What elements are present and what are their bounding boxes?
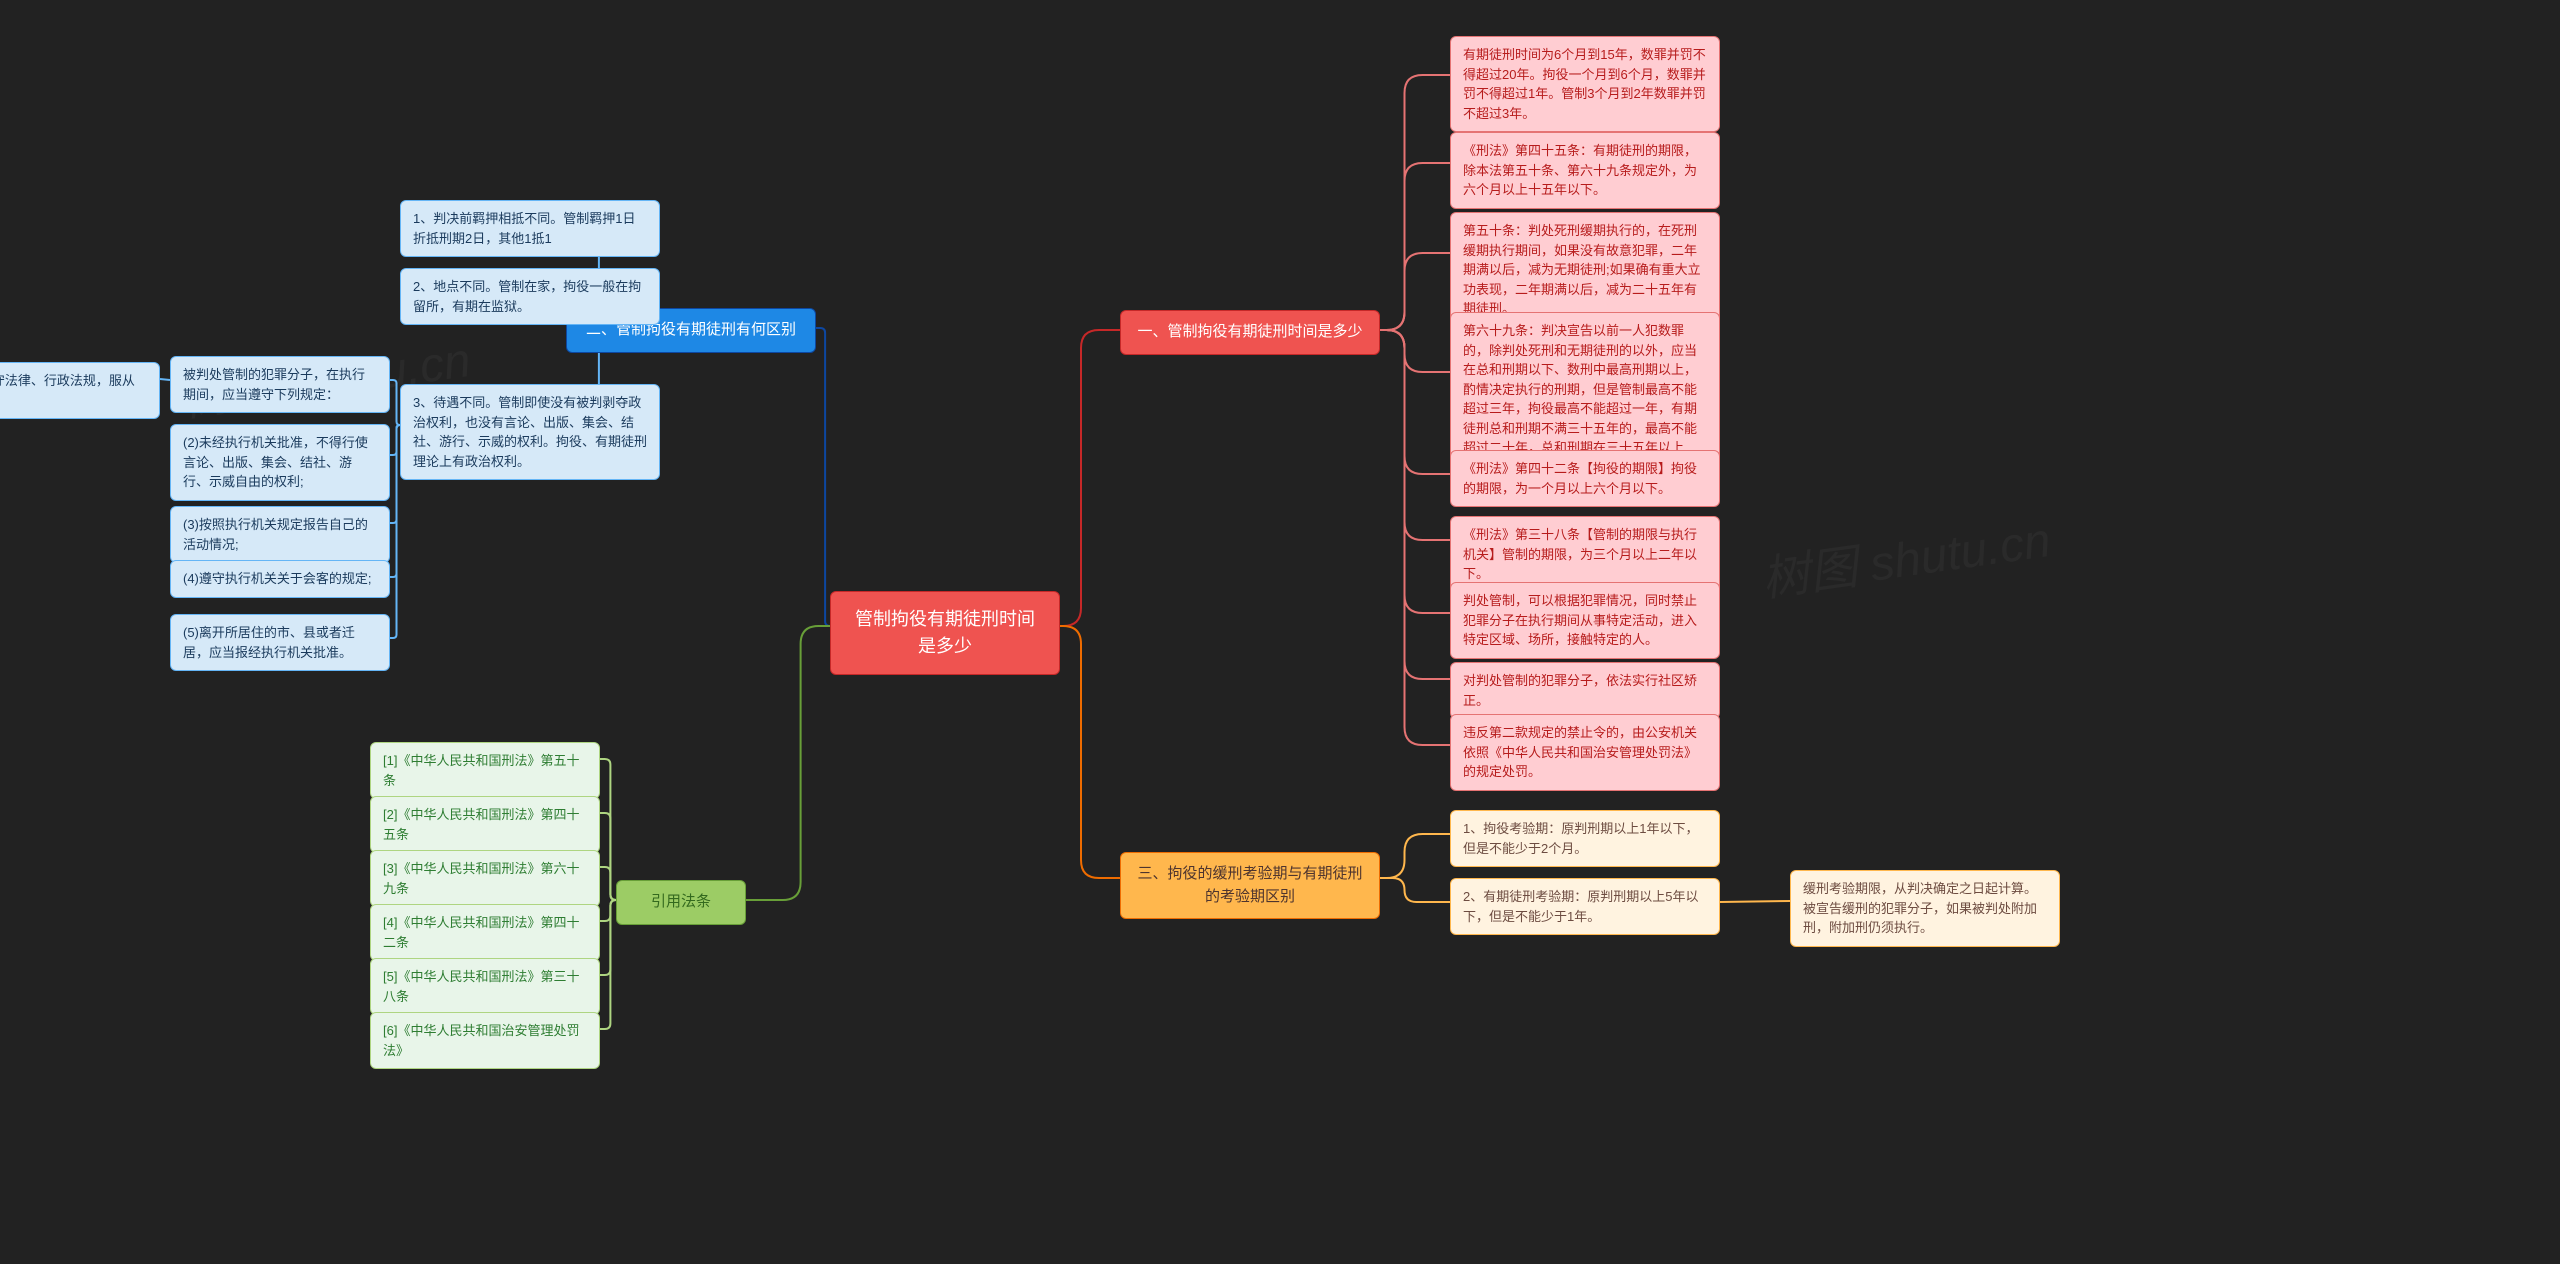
leaf: 对判处管制的犯罪分子，依法实行社区矫正。 (1450, 662, 1720, 719)
leaf: [4]《中华人民共和国刑法》第四十二条 (370, 904, 600, 961)
leaf: 缓刑考验期限，从判决确定之日起计算。被宣告缓刑的犯罪分子，如果被判处附加刑，附加… (1790, 870, 2060, 947)
leaf: 1、判决前羁押相抵不同。管制羁押1日折抵刑期2日，其他1抵1 (400, 200, 660, 257)
leaf: (5)离开所居住的市、县或者迁居，应当报经执行机关批准。 (170, 614, 390, 671)
leaf: (3)按照执行机关规定报告自己的活动情况; (170, 506, 390, 563)
leaf: [6]《中华人民共和国治安管理处罚法》 (370, 1012, 600, 1069)
center-node: 管制拘役有期徒刑时间是多少 (830, 591, 1060, 675)
branch-b1: 一、管制拘役有期徒刑时间是多少 (1120, 310, 1380, 355)
leaf: (2)未经执行机关批准，不得行使言论、出版、集会、结社、游行、示威自由的权利; (170, 424, 390, 501)
leaf: 违反第二款规定的禁止令的，由公安机关依照《中华人民共和国治安管理处罚法》的规定处… (1450, 714, 1720, 791)
leaf: (1)遵守法律、行政法规，服从监督; (0, 362, 160, 419)
leaf: 2、地点不同。管制在家，拘役一般在拘留所，有期在监狱。 (400, 268, 660, 325)
leaf: 《刑法》第四十二条【拘役的期限】拘役的期限，为一个月以上六个月以下。 (1450, 450, 1720, 507)
leaf: 3、待遇不同。管制即使没有被判剥夺政治权利，也没有言论、出版、集会、结社、游行、… (400, 384, 660, 480)
leaf: (4)遵守执行机关关于会客的规定; (170, 560, 390, 598)
watermark: 树图 shutu.cn (1757, 500, 2055, 610)
leaf: [2]《中华人民共和国刑法》第四十五条 (370, 796, 600, 853)
leaf: [1]《中华人民共和国刑法》第五十条 (370, 742, 600, 799)
leaf: 第五十条：判处死刑缓期执行的，在死刑缓期执行期间，如果没有故意犯罪，二年期满以后… (1450, 212, 1720, 328)
leaf: 有期徒刑时间为6个月到15年，数罪并罚不得超过20年。拘役一个月到6个月，数罪并… (1450, 36, 1720, 132)
leaf: [3]《中华人民共和国刑法》第六十九条 (370, 850, 600, 907)
leaf: 1、拘役考验期：原判刑期以上1年以下，但是不能少于2个月。 (1450, 810, 1720, 867)
leaf: 《刑法》第四十五条：有期徒刑的期限，除本法第五十条、第六十九条规定外，为六个月以… (1450, 132, 1720, 209)
branch-b3: 三、拘役的缓刑考验期与有期徒刑的考验期区别 (1120, 852, 1380, 919)
leaf: [5]《中华人民共和国刑法》第三十八条 (370, 958, 600, 1015)
leaf: 2、有期徒刑考验期：原判刑期以上5年以下，但是不能少于1年。 (1450, 878, 1720, 935)
leaf: 判处管制，可以根据犯罪情况，同时禁止犯罪分子在执行期间从事特定活动，进入特定区域… (1450, 582, 1720, 659)
branch-b4: 引用法条 (616, 880, 746, 925)
leaf: 被判处管制的犯罪分子，在执行期间，应当遵守下列规定： (170, 356, 390, 413)
